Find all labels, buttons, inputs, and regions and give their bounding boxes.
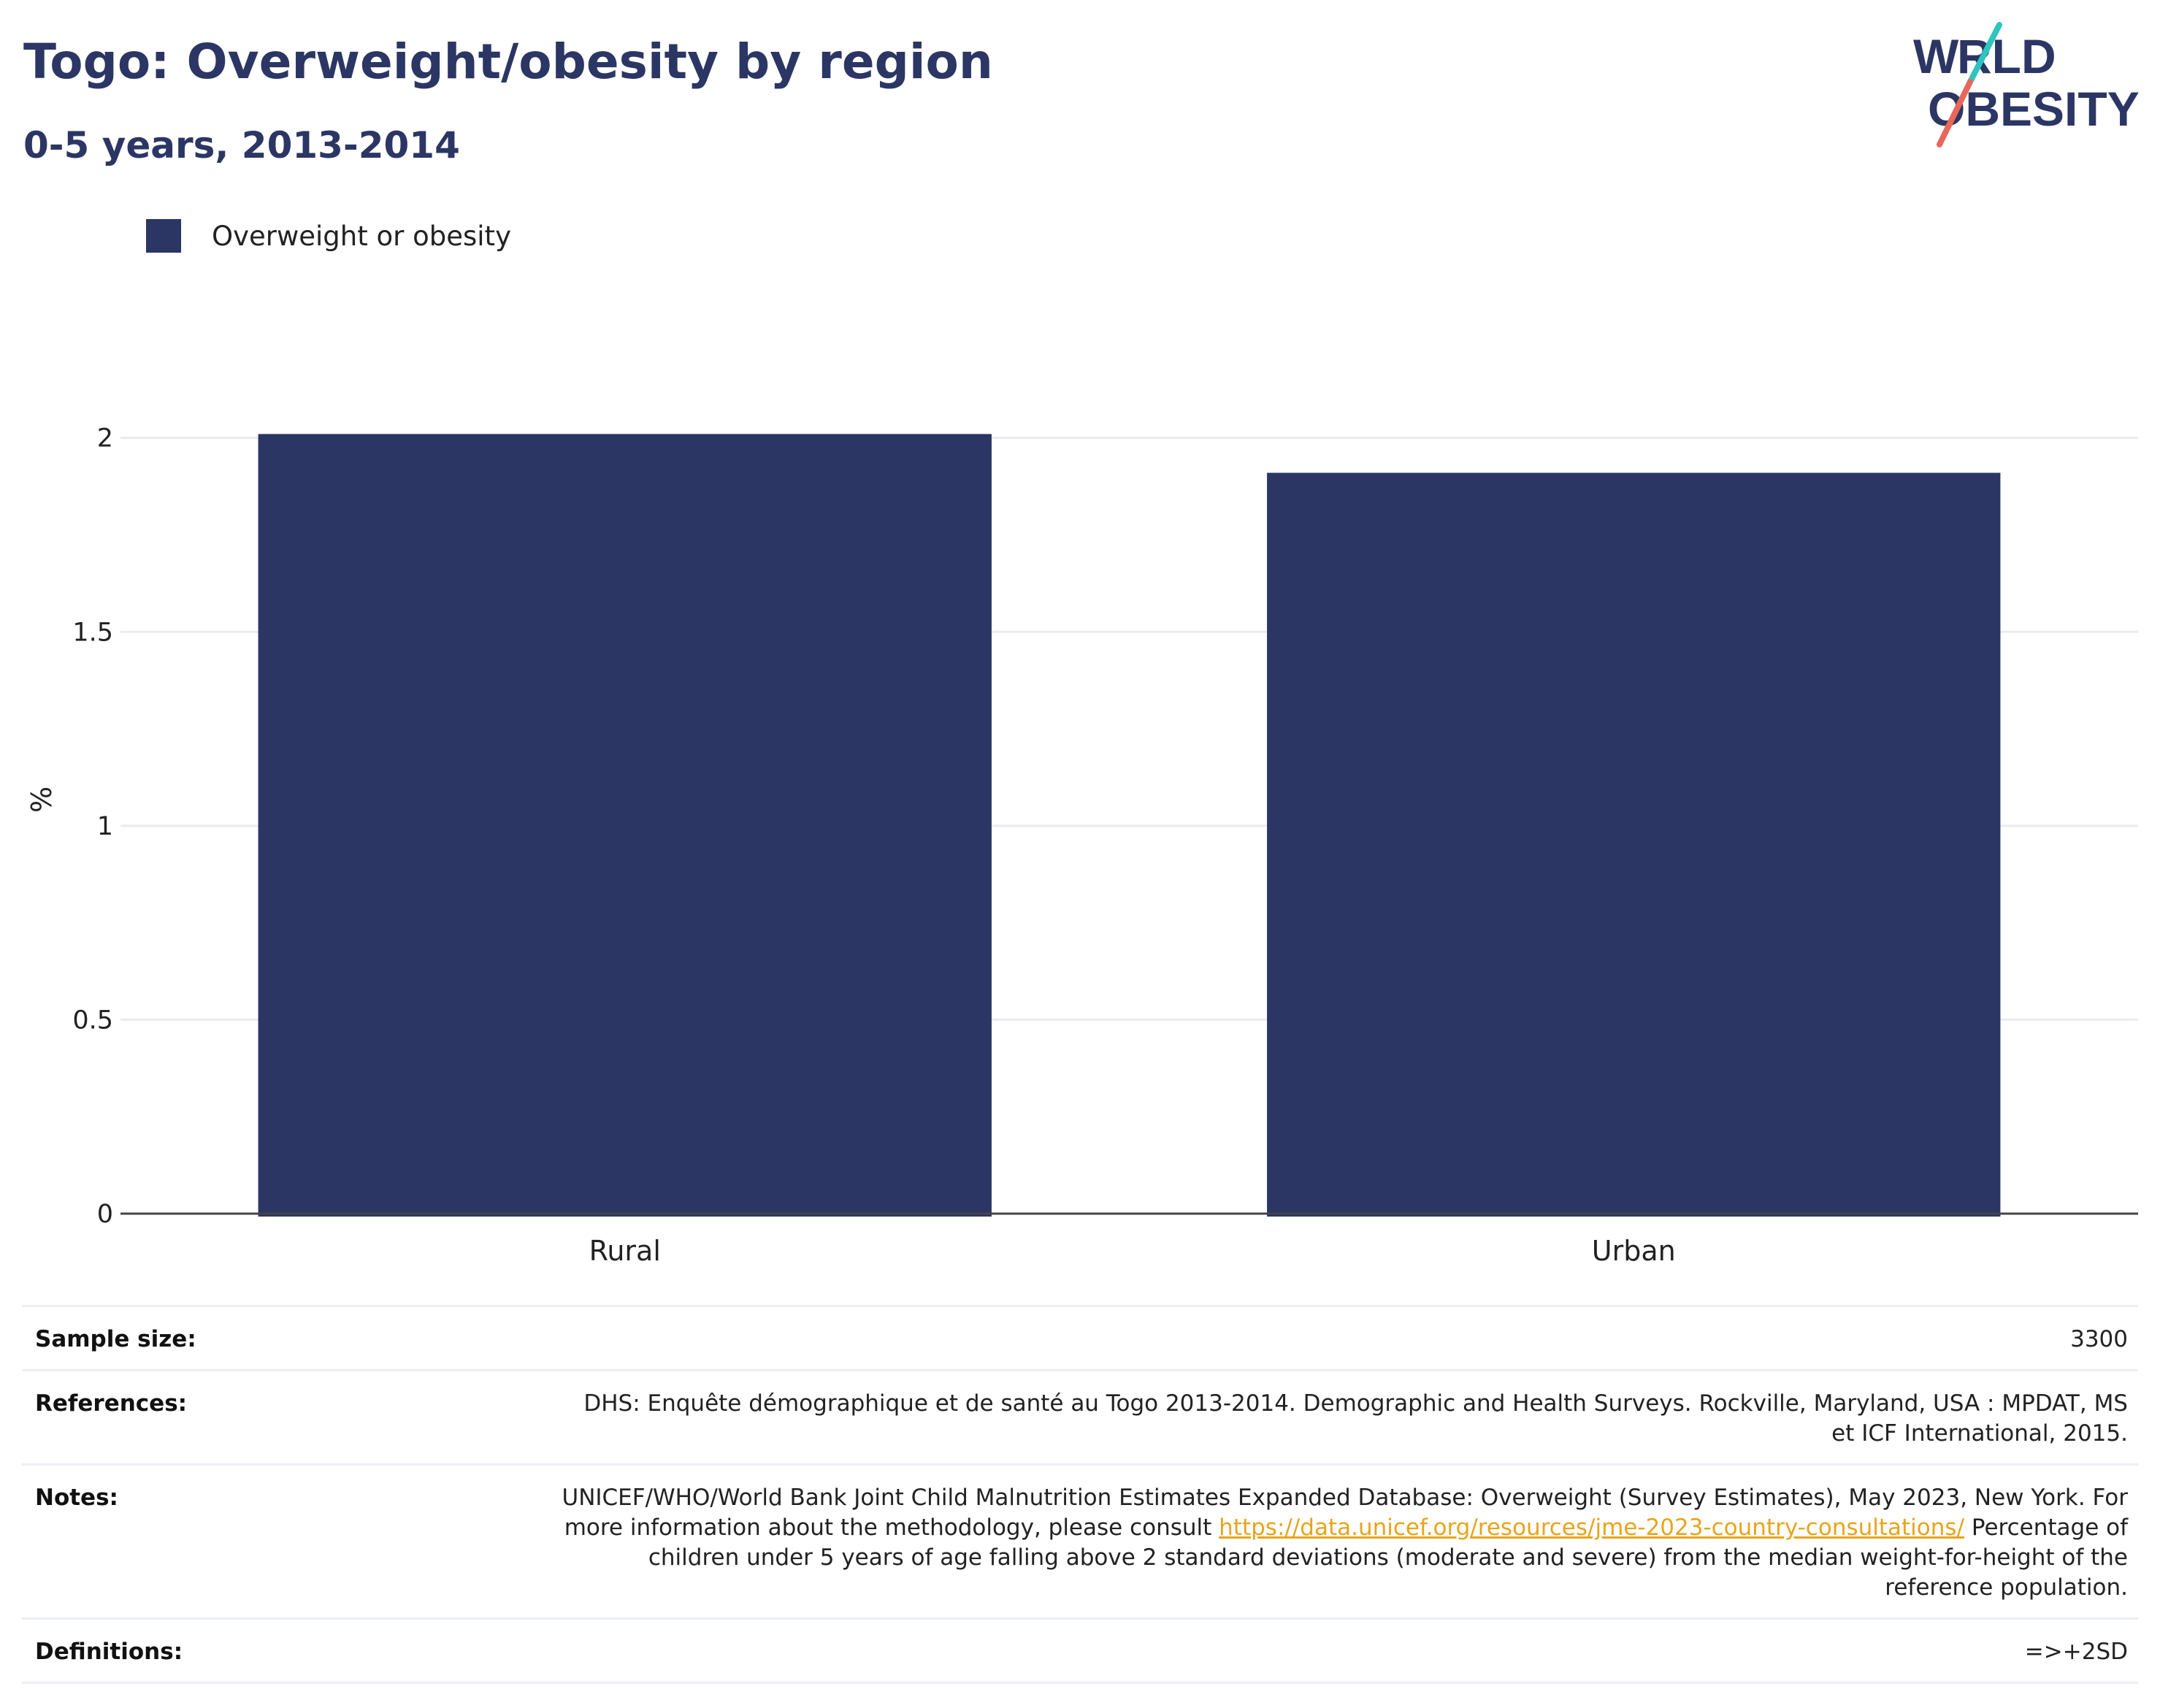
chart-title: Togo: Overweight/obesity by region [23, 34, 993, 90]
bar-chart: 0 0.5 1 1.5 2 Rural Urban% [26, 424, 2138, 1267]
y-tick-label: 1 [97, 812, 113, 841]
notes-link[interactable]: https://data.unicef.org/resources/jme-20… [1219, 1514, 1965, 1541]
legend-label: Overweight or obesity [212, 220, 511, 252]
legend[interactable]: Overweight or obesity [146, 219, 511, 253]
notes-text: UNICEF/WHO/World Bank Joint Child Malnut… [562, 1485, 2129, 1541]
y-tick-label: 2 [97, 424, 113, 453]
y-axis-label: % [26, 786, 58, 813]
metadata-table: Sample size: 3300 References: DHS: Enquê… [22, 1305, 2138, 1684]
svg-text:W: W [1913, 29, 1959, 83]
y-tick-label: 0.5 [72, 1006, 113, 1035]
sample-size-value: 3300 [2070, 1326, 2128, 1352]
sample-size-row: Sample size: 3300 [22, 1305, 2138, 1369]
sample-size-label: Sample size: [35, 1326, 196, 1352]
notes-definition-text: Percentage of children under 5 years of … [648, 1514, 2128, 1601]
legend-swatch [146, 219, 181, 253]
y-tick-label: 0 [97, 1200, 113, 1229]
x-tick-label: Rural [589, 1235, 661, 1267]
definitions-row: Definitions: =>+2SD [22, 1617, 2138, 1684]
notes-label: Notes: [35, 1485, 118, 1511]
references-row: References: DHS: Enquête démographique e… [22, 1369, 2138, 1463]
x-tick-label: Urban [1592, 1235, 1676, 1267]
world-obesity-logo: W RLD O OBESITY [1913, 22, 2140, 148]
bar-rural[interactable] [258, 434, 992, 1217]
references-label: References: [35, 1390, 188, 1417]
notes-row: Notes: UNICEF/WHO/World Bank Joint Child… [22, 1463, 2138, 1617]
y-tick-label: 1.5 [72, 618, 113, 647]
definitions-value: =>+2SD [2024, 1639, 2128, 1665]
chart-subtitle: 0-5 years, 2013-2014 [23, 124, 460, 166]
references-value: DHS: Enquête démographique et de santé a… [583, 1390, 2128, 1447]
definitions-label: Definitions: [35, 1639, 183, 1665]
bar-urban[interactable] [1267, 472, 2001, 1217]
notes-value: UNICEF/WHO/World Bank Joint Child Malnut… [558, 1483, 2129, 1603]
